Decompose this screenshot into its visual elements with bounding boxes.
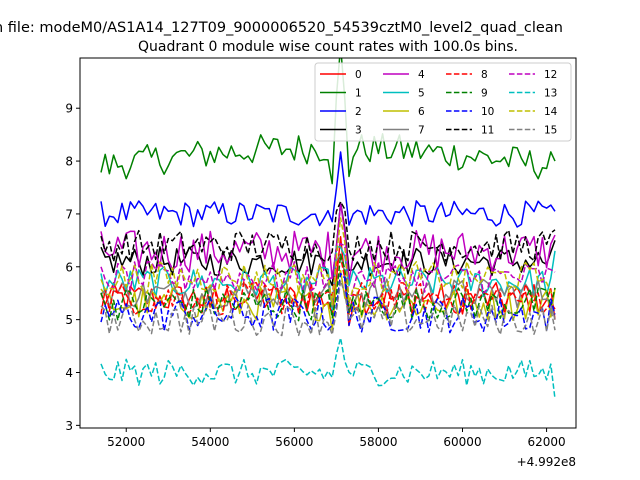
x-axis: 52000 54000 56000 58000 60000 62000 [107,428,566,449]
legend-box [314,62,572,142]
legend-label-12: 12 [544,69,557,81]
x-tick-label: 58000 [359,435,397,449]
series-line-9 [100,253,556,322]
series-line-1 [100,58,556,185]
legend-label-13: 13 [544,88,557,100]
legend-label-11: 11 [481,125,494,137]
legend-label-3: 3 [355,125,362,137]
x-tick-label: 62000 [527,435,565,449]
series-line-4 [100,202,556,282]
series-line-14 [100,217,556,306]
y-tick-label: 3 [65,419,73,433]
legend-label-8: 8 [481,69,488,81]
x-offset-label: +4.992e8 [517,455,576,469]
legend-label-7: 7 [418,125,425,137]
x-tick-label: 52000 [107,435,145,449]
y-tick-label: 5 [65,313,73,327]
plot-frame [79,57,577,429]
legend-label-5: 5 [418,88,425,100]
legend-label-9: 9 [481,88,488,100]
legend-label-14: 14 [544,106,558,118]
x-tick-label: 60000 [443,435,481,449]
legend-label-2: 2 [355,106,362,118]
y-tick-label: 4 [65,366,73,380]
series-layer [100,58,556,399]
x-tick-label: 56000 [275,435,313,449]
y-axis: 3 4 5 6 7 8 9 [65,102,80,433]
legend-label-4: 4 [418,69,425,81]
y-tick-label: 9 [65,102,73,116]
figure-suptitle: n file: modeM0/AS1A14_127T09_9000006520_… [0,20,563,36]
y-tick-label: 6 [65,260,73,274]
x-tick-label: 54000 [191,435,229,449]
series-line-12 [100,242,556,304]
y-tick-label: 7 [65,207,73,221]
legend-label-6: 6 [418,106,425,118]
y-tick-label: 8 [65,155,73,169]
legend-label-10: 10 [481,106,494,118]
series-line-10 [100,272,556,334]
legend-label-1: 1 [355,88,362,100]
legend-label-15: 15 [544,125,557,137]
chart-title: Quadrant 0 module wise count rates with … [138,39,518,55]
legend-label-0: 0 [355,69,362,81]
series-line-2 [100,151,556,228]
series-line-13 [100,337,556,399]
series-line-15 [100,280,556,337]
series-line-11 [100,201,556,263]
